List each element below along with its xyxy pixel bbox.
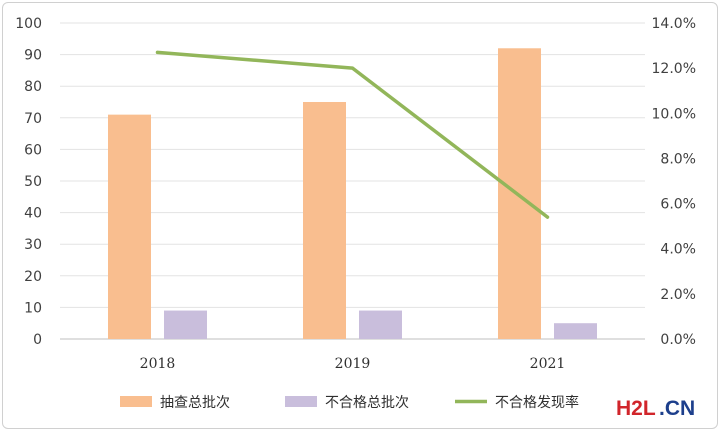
- legend-label: 不合格发现率: [495, 394, 579, 411]
- category-label: 2018: [140, 356, 176, 372]
- left-tick-label: 70: [24, 111, 42, 127]
- right-tick-label: 4.0%: [660, 242, 696, 258]
- category-labels: 2018 2019 2021: [140, 356, 566, 372]
- left-tick-label: 90: [24, 48, 42, 64]
- watermark-h2l: H2L: [616, 397, 656, 420]
- right-tick-label: 0.0%: [660, 332, 696, 348]
- left-tick-label: 20: [24, 269, 42, 285]
- category-label: 2019: [335, 356, 371, 372]
- right-axis-ticks: 0.0% 2.0% 4.0% 6.0% 8.0% 10.0% 12.0% 14.0%: [652, 16, 696, 348]
- watermark: H2L .CN: [616, 397, 695, 420]
- watermark-cn: .CN: [659, 397, 695, 420]
- right-tick-label: 8.0%: [660, 151, 696, 167]
- legend-label: 不合格总批次: [325, 395, 409, 411]
- right-tick-label: 12.0%: [652, 61, 696, 77]
- right-tick-label: 6.0%: [660, 197, 696, 213]
- legend-label: 抽查总批次: [160, 395, 230, 411]
- left-tick-label: 40: [24, 206, 42, 222]
- left-tick-label: 80: [24, 79, 42, 95]
- right-tick-label: 10.0%: [652, 106, 696, 122]
- category-label: 2021: [530, 356, 566, 372]
- legend-swatch-抽查总批次: [120, 396, 152, 407]
- gridlines: [60, 22, 645, 340]
- bar-抽查总批次-2018: [108, 114, 151, 339]
- rate-point-2018: [156, 50, 159, 54]
- rate-line-path: [155, 50, 550, 219]
- left-tick-label: 10: [24, 300, 42, 316]
- legend: 抽查总批次 不合格总批次 不合格发现率: [120, 394, 579, 411]
- rate-line: [155, 50, 550, 219]
- left-axis-ticks: 0 10 20 30 40 50 60 70 80 90 100: [15, 16, 42, 348]
- bar-抽查总批次-2019: [303, 102, 346, 339]
- left-tick-label: 100: [15, 16, 42, 32]
- bar-marks: [108, 48, 597, 339]
- left-tick-label: 30: [24, 237, 42, 253]
- right-tick-label: 2.0%: [660, 287, 696, 303]
- right-tick-label: 14.0%: [652, 16, 696, 32]
- bar-不合格总批次-2019: [359, 310, 402, 339]
- bar-不合格总批次-2021: [554, 323, 597, 339]
- left-tick-label: 60: [24, 142, 42, 158]
- left-tick-label: 50: [24, 174, 42, 190]
- legend-swatch-不合格总批次: [285, 396, 317, 407]
- left-tick-label: 0: [33, 332, 42, 348]
- bar-不合格总批次-2018: [164, 310, 207, 339]
- rate-point-2021: [546, 215, 549, 219]
- rate-point-2019: [351, 66, 354, 70]
